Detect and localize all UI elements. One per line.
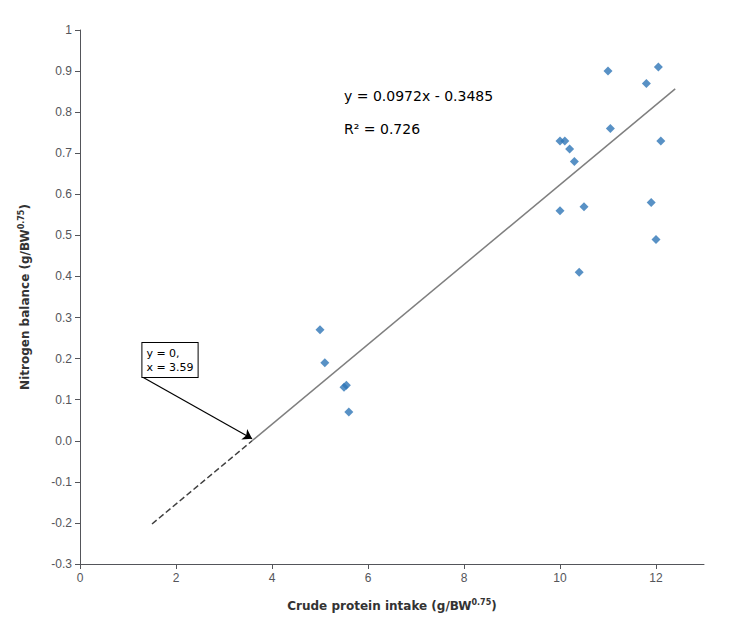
svg-text:0.4: 0.4: [55, 269, 72, 283]
svg-text:y = 0,: y = 0,: [146, 347, 179, 360]
svg-text:0.75: 0.75: [17, 209, 26, 229]
svg-text:0.1: 0.1: [55, 393, 72, 407]
svg-text:0.6: 0.6: [55, 187, 72, 201]
svg-text:0.7: 0.7: [55, 146, 72, 160]
svg-text:x = 3.59: x = 3.59: [146, 361, 193, 374]
svg-text:): ): [18, 204, 32, 209]
svg-text:0.3: 0.3: [55, 311, 72, 325]
svg-text:Nitrogen balance (g/BW: Nitrogen balance (g/BW: [18, 229, 32, 390]
svg-text:12: 12: [649, 571, 663, 585]
svg-text:-0.1: -0.1: [51, 475, 72, 489]
svg-text:R² = 0.726: R² = 0.726: [344, 121, 420, 137]
svg-text:0.5: 0.5: [55, 228, 72, 242]
svg-text:Crude protein intake (g/BW: Crude protein intake (g/BW: [287, 599, 471, 613]
svg-text:0.75: 0.75: [472, 598, 492, 607]
svg-text:6: 6: [365, 571, 372, 585]
svg-text:2: 2: [173, 571, 180, 585]
svg-text:1: 1: [65, 23, 72, 37]
svg-text:10: 10: [553, 571, 567, 585]
svg-text:0.9: 0.9: [55, 64, 72, 78]
svg-text:0.0: 0.0: [55, 434, 72, 448]
svg-text:): ): [491, 599, 496, 613]
svg-text:-0.3: -0.3: [51, 557, 72, 571]
svg-text:y = 0.0972x - 0.3485: y = 0.0972x - 0.3485: [344, 88, 493, 104]
svg-text:0.2: 0.2: [55, 352, 72, 366]
svg-text:8: 8: [461, 571, 468, 585]
svg-text:0: 0: [77, 571, 84, 585]
svg-text:4: 4: [269, 571, 276, 585]
svg-text:0.8: 0.8: [55, 105, 72, 119]
svg-text:-0.2: -0.2: [51, 516, 72, 530]
